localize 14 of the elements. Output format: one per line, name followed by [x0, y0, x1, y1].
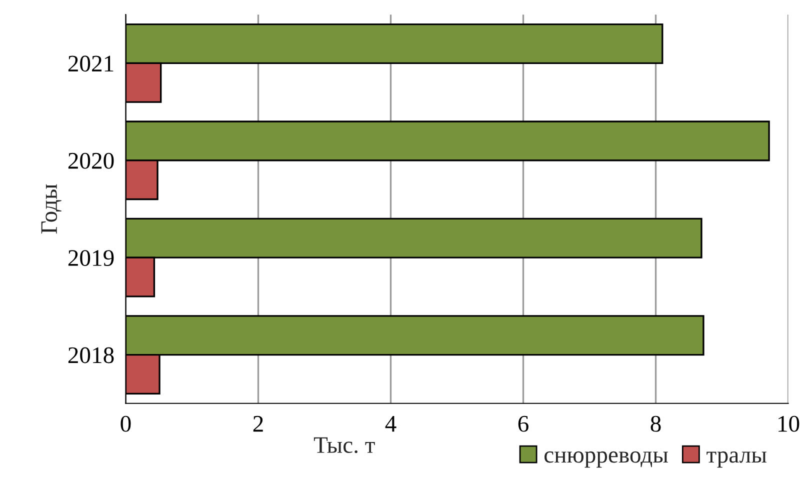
x-tick-label: 4	[385, 416, 396, 432]
y-tick-label: 2021	[68, 56, 114, 72]
x-tick-label: 10	[778, 416, 800, 432]
legend-label: тралы	[706, 451, 766, 468]
x-tick-label: 6	[518, 416, 528, 432]
x-tick-label: 0	[120, 416, 131, 432]
x-tick-label: 8	[650, 416, 661, 432]
y-tick-label: 2019	[68, 250, 114, 266]
legend-label: снюрреводы	[544, 451, 668, 468]
y-axis-title: Годы	[41, 184, 62, 234]
x-tick-label: 2	[253, 416, 263, 432]
y-tick-label: 2018	[68, 347, 114, 364]
x-axis-title: Тыс. т	[314, 437, 375, 454]
y-tick-label: 2020	[68, 152, 114, 169]
